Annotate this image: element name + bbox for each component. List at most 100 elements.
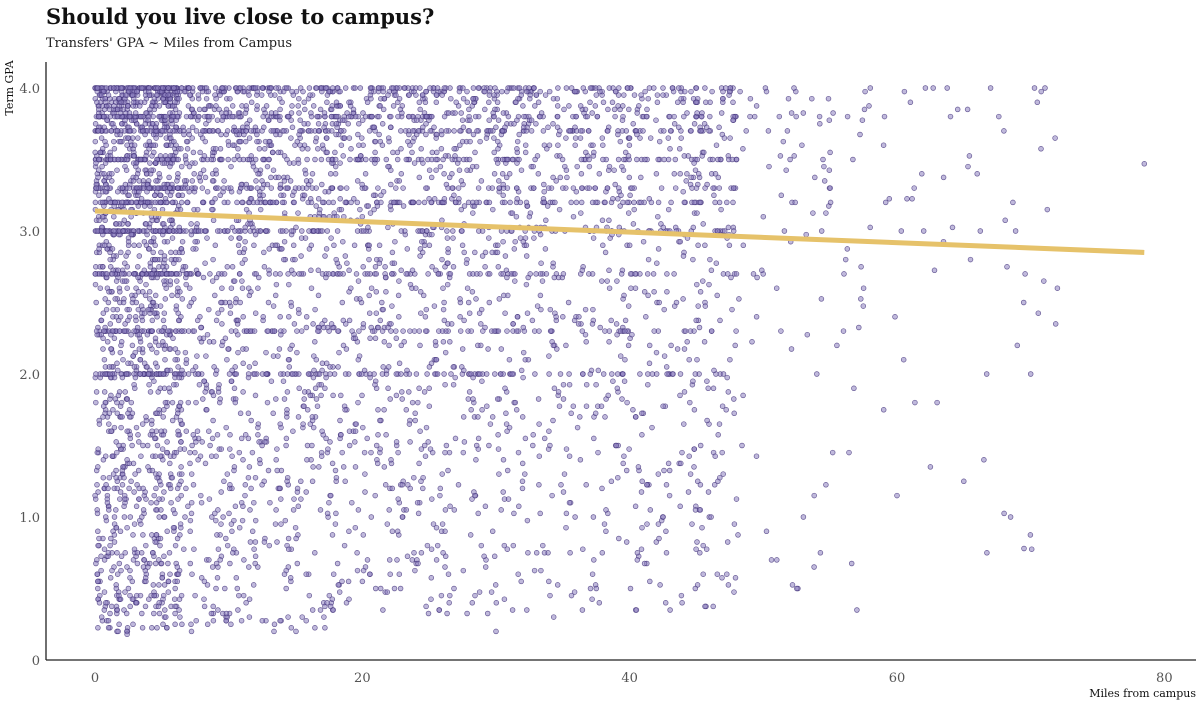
data-point	[252, 360, 258, 367]
data-point	[695, 303, 701, 309]
data-point	[221, 199, 228, 206]
data-point	[247, 507, 253, 513]
data-point	[537, 113, 543, 120]
data-point	[861, 106, 868, 113]
data-point	[589, 110, 595, 116]
data-point	[298, 496, 304, 502]
data-point	[168, 256, 175, 263]
data-point	[642, 156, 648, 163]
data-point	[167, 346, 174, 352]
data-point	[149, 532, 155, 538]
data-point	[218, 306, 225, 313]
data-point	[305, 146, 311, 152]
data-point	[638, 174, 644, 181]
data-point	[247, 328, 254, 334]
data-point	[236, 592, 242, 599]
data-point	[264, 181, 271, 188]
data-point	[240, 360, 246, 367]
data-point	[166, 185, 173, 191]
data-point	[327, 364, 333, 370]
data-point	[859, 117, 866, 123]
data-point	[150, 142, 157, 148]
data-point	[111, 213, 117, 220]
data-point	[830, 110, 836, 116]
data-point	[95, 464, 101, 470]
data-point	[546, 578, 552, 585]
data-point	[104, 339, 111, 345]
data-point	[380, 364, 386, 370]
data-point	[572, 514, 578, 520]
data-point	[800, 110, 807, 116]
data-point	[631, 206, 637, 213]
data-point	[251, 499, 257, 506]
data-point	[254, 185, 261, 191]
data-point	[376, 242, 383, 249]
data-point	[400, 185, 406, 191]
data-point	[131, 489, 137, 495]
data-point	[394, 528, 401, 535]
data-point	[243, 103, 249, 109]
data-point	[96, 600, 103, 606]
data-point	[159, 575, 165, 581]
data-point	[155, 603, 162, 610]
data-point	[237, 235, 243, 241]
data-point	[733, 328, 739, 334]
data-point	[143, 542, 149, 549]
data-point	[204, 621, 211, 628]
data-point	[834, 342, 840, 349]
data-point	[645, 95, 651, 102]
data-point	[125, 238, 132, 245]
data-point	[387, 571, 393, 577]
data-point	[500, 110, 507, 116]
data-point	[531, 85, 537, 91]
data-point	[389, 303, 395, 309]
data-point	[429, 231, 435, 238]
data-point	[503, 174, 510, 181]
data-point	[366, 128, 373, 134]
data-point	[149, 121, 156, 127]
data-point	[335, 328, 341, 334]
data-point	[691, 464, 697, 470]
data-point	[735, 532, 741, 538]
data-point	[495, 446, 502, 452]
data-point	[227, 310, 234, 316]
data-point	[266, 246, 272, 252]
data-point	[665, 206, 672, 213]
data-point	[433, 92, 440, 98]
data-point	[530, 442, 536, 449]
data-point	[658, 185, 665, 191]
data-point	[567, 550, 573, 556]
data-point	[324, 149, 330, 156]
data-point	[827, 149, 833, 156]
data-point	[489, 249, 495, 256]
data-point	[447, 271, 454, 277]
data-point	[809, 95, 815, 102]
data-point	[260, 156, 266, 163]
data-point	[273, 507, 279, 513]
data-point	[393, 328, 399, 334]
data-point	[620, 460, 626, 467]
data-point	[153, 92, 160, 98]
data-point	[825, 95, 832, 102]
data-point	[303, 489, 309, 495]
data-point	[194, 206, 201, 213]
data-point	[676, 124, 682, 131]
data-point	[105, 625, 112, 631]
data-point	[778, 192, 785, 199]
data-point	[301, 99, 307, 106]
data-point	[123, 167, 130, 173]
data-point	[204, 331, 211, 338]
data-point	[275, 174, 282, 181]
data-point	[117, 110, 124, 116]
data-point	[133, 163, 139, 170]
data-point	[234, 153, 241, 159]
data-point	[572, 88, 578, 95]
data-point	[730, 117, 736, 123]
data-point	[170, 335, 176, 342]
data-point	[447, 339, 453, 345]
data-point	[179, 238, 186, 245]
data-point	[583, 403, 590, 409]
data-point	[188, 621, 194, 628]
data-point	[236, 131, 243, 138]
data-point	[240, 389, 246, 395]
